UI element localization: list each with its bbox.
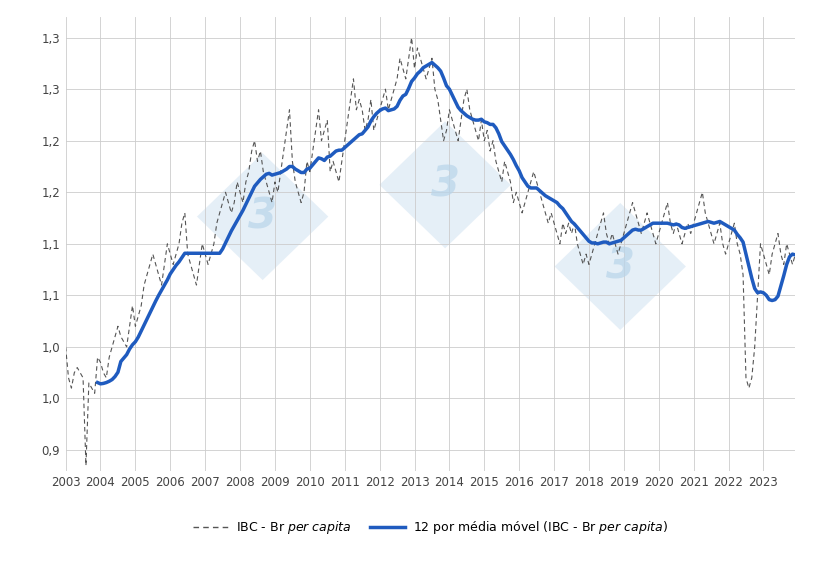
Legend: IBC - Br $\it{per\ capita}$, 12 por média móvel (IBC - Br $\it{per\ capita}$): IBC - Br $\it{per\ capita}$, 12 por médi… (188, 514, 672, 541)
Polygon shape (554, 203, 685, 330)
Text: 3: 3 (430, 164, 459, 206)
Text: 3: 3 (605, 246, 634, 287)
Text: 3: 3 (248, 196, 277, 238)
Polygon shape (197, 153, 328, 280)
Polygon shape (379, 121, 510, 248)
